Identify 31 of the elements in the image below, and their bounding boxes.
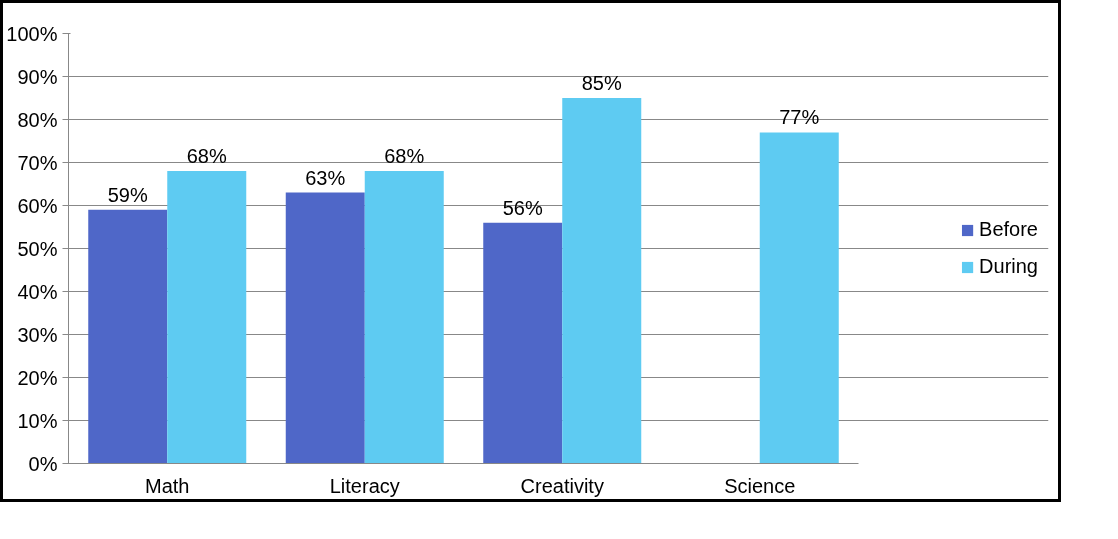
bar [285, 192, 365, 464]
y-tick-label: 80% [17, 108, 58, 131]
bar [364, 171, 444, 464]
data-label: 63% [305, 166, 346, 189]
legend-label: During [979, 255, 1038, 278]
bar [483, 222, 563, 464]
y-tick-label: 100% [6, 22, 58, 45]
data-label: 68% [186, 145, 227, 168]
y-tick-label: 40% [17, 280, 58, 303]
y-tick-label: 90% [17, 65, 58, 88]
x-tick-label: Creativity [520, 474, 604, 497]
y-tick-label: 60% [17, 194, 58, 217]
y-tick-label: 70% [17, 151, 58, 174]
x-tick-label: Math [145, 474, 190, 497]
legend-label: Before [979, 218, 1038, 241]
data-label: 68% [384, 145, 425, 168]
bar [88, 209, 168, 464]
x-tick-label: Literacy [329, 474, 400, 497]
y-tick-label: 0% [28, 452, 58, 475]
data-label: 56% [502, 196, 543, 219]
y-tick-label: 10% [17, 409, 58, 432]
data-label: 85% [581, 72, 622, 94]
bar [167, 171, 247, 464]
y-tick-label: 50% [17, 237, 58, 260]
y-tick-label: 30% [17, 323, 58, 346]
y-tick-label: 20% [17, 366, 58, 389]
data-label: 59% [107, 183, 148, 206]
bar [759, 132, 839, 464]
data-label: 77% [779, 106, 820, 129]
bar [562, 98, 642, 464]
x-tick-label: Science [724, 474, 796, 497]
